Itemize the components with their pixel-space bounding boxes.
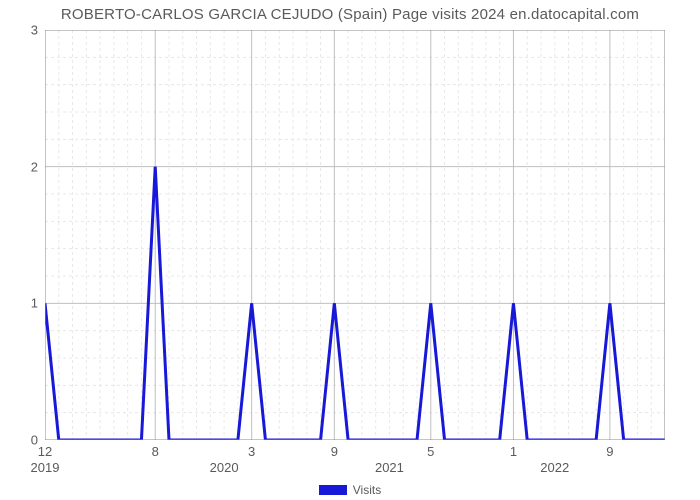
x-year-label: 2021 [375, 460, 404, 475]
x-tick-label: 9 [331, 444, 338, 459]
legend-label: Visits [353, 483, 381, 497]
chart-title: ROBERTO-CARLOS GARCIA CEJUDO (Spain) Pag… [0, 6, 700, 23]
chart-container: ROBERTO-CARLOS GARCIA CEJUDO (Spain) Pag… [0, 0, 700, 500]
x-tick-label: 1 [510, 444, 517, 459]
x-tick-label: 8 [152, 444, 159, 459]
legend: Visits [0, 482, 700, 497]
x-year-label: 2020 [210, 460, 239, 475]
y-tick-label: 3 [8, 23, 38, 38]
y-tick-label: 0 [8, 433, 38, 448]
x-year-label: 2019 [31, 460, 60, 475]
plot-area [45, 30, 665, 440]
legend-swatch [319, 485, 347, 495]
plot-svg [45, 30, 665, 440]
x-year-label: 2022 [540, 460, 569, 475]
x-tick-label: 5 [427, 444, 434, 459]
x-tick-label: 3 [248, 444, 255, 459]
x-tick-label: 12 [38, 444, 52, 459]
x-tick-label: 9 [606, 444, 613, 459]
y-tick-label: 2 [8, 159, 38, 174]
y-tick-label: 1 [8, 296, 38, 311]
